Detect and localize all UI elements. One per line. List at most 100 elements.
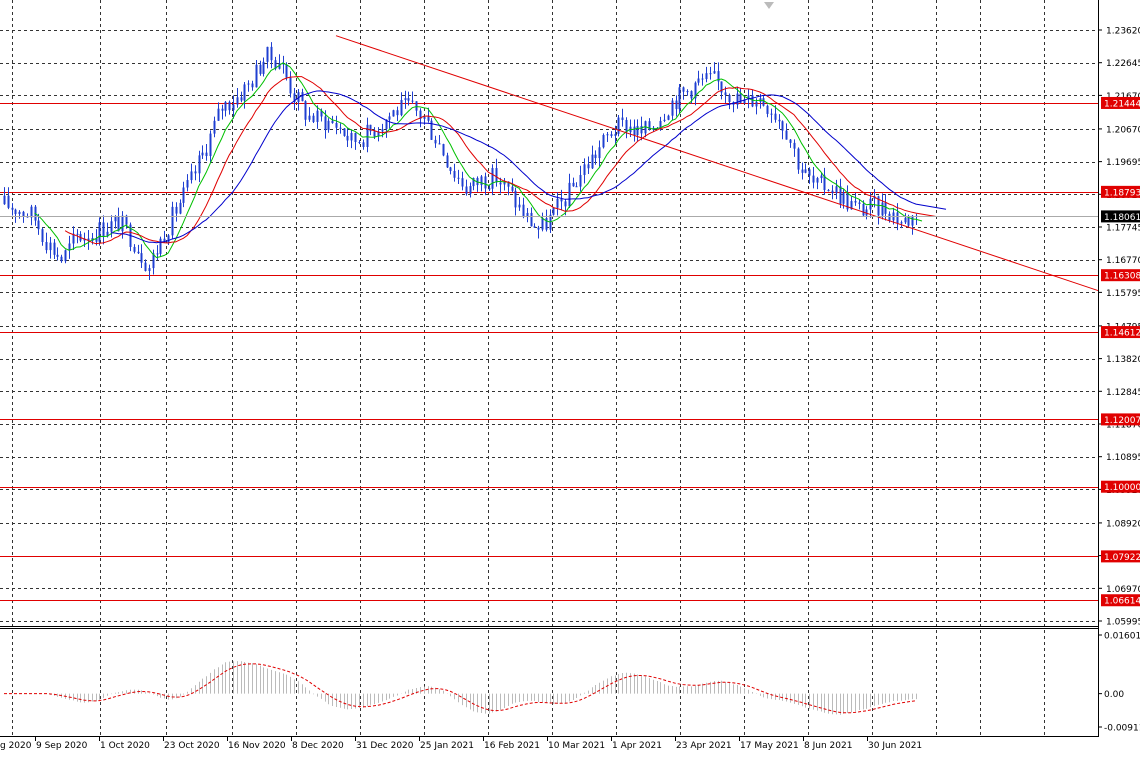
candle-body	[159, 238, 162, 254]
candle-body	[511, 186, 514, 191]
candle-body	[789, 139, 792, 143]
candle-body	[373, 131, 376, 137]
date-label: 23 Apr 2021	[676, 741, 732, 751]
candle-body	[3, 195, 6, 205]
candle-body	[766, 105, 769, 114]
candle-body	[808, 169, 811, 176]
candle-body	[22, 211, 25, 217]
moving-average-line	[64, 76, 937, 245]
candle-body	[801, 169, 804, 173]
candle-body	[785, 130, 788, 140]
candle-body	[156, 253, 159, 255]
candle-body	[255, 64, 258, 88]
candle-body	[14, 209, 17, 215]
candle-body	[72, 233, 75, 244]
candle-body	[442, 144, 445, 156]
candle-body	[694, 82, 697, 99]
candle-body	[568, 182, 571, 207]
candle-body	[400, 99, 403, 116]
candle-body	[747, 95, 750, 100]
candle-body	[198, 155, 201, 174]
level-badge	[1101, 185, 1140, 198]
date-label: 23 Oct 2020	[164, 741, 220, 751]
candle-body	[76, 233, 79, 235]
candle-body	[446, 155, 449, 168]
candle-body	[346, 135, 349, 141]
candle-body	[484, 176, 487, 189]
candle-body	[312, 115, 315, 122]
candle-body	[343, 128, 346, 136]
candle-body	[30, 206, 33, 218]
candle-body	[736, 93, 739, 105]
candle-body	[476, 177, 479, 186]
candle-body	[262, 61, 265, 74]
candle-body	[556, 198, 559, 208]
candle-body	[117, 216, 120, 232]
candle-body	[728, 94, 731, 103]
oscillator-signal-line	[4, 663, 917, 714]
candle-body	[839, 186, 842, 204]
candle-body	[503, 181, 506, 185]
date-label: 1 Apr 2021	[612, 741, 662, 751]
price-tick-label: 1.08920	[1106, 519, 1140, 529]
level-badge-label: 1.16308	[1104, 272, 1140, 282]
candle-body	[671, 100, 674, 116]
candle-body	[579, 174, 582, 187]
candle-body	[190, 171, 193, 181]
candle-body	[514, 190, 517, 208]
candle-body	[121, 215, 124, 232]
candle-body	[625, 119, 628, 133]
date-label: 10 Mar 2021	[548, 741, 605, 751]
candle-body	[518, 204, 521, 208]
candle-body	[186, 180, 189, 188]
level-badge	[1101, 326, 1140, 339]
candle-body	[350, 132, 353, 141]
level-badge	[1101, 550, 1140, 563]
candle-body	[434, 139, 437, 144]
candle-body	[320, 110, 323, 117]
level-badge-label: 1.10000	[1104, 483, 1140, 493]
candle-body	[213, 120, 216, 134]
level-badge-label: 1.21444	[1104, 99, 1140, 109]
candle-body	[407, 98, 410, 101]
candle-body	[278, 63, 281, 69]
candle-body	[236, 97, 239, 105]
candle-body	[884, 202, 887, 214]
candle-body	[232, 104, 235, 111]
candle-body	[530, 212, 533, 227]
level-badge	[1101, 594, 1140, 607]
candle-body	[778, 119, 781, 122]
candle-body	[804, 169, 807, 173]
candle-body	[152, 253, 155, 269]
candle-body	[419, 110, 422, 119]
chart-shift-marker-icon	[764, 2, 774, 9]
candle-body	[617, 117, 620, 134]
grid	[0, 0, 1098, 736]
candle-body	[823, 175, 826, 191]
candle-body	[270, 46, 273, 61]
level-badges: 1.21444 1.18793 1.16308 1.14612 1.12007 1.100…	[1101, 96, 1140, 607]
candle-body	[377, 131, 380, 137]
level-badge-label: 1.07922	[1104, 553, 1140, 563]
candle-body	[304, 101, 307, 120]
moving-average-line	[34, 62, 923, 259]
price-tick-label: 1.16770	[1106, 256, 1140, 266]
candle-body	[697, 78, 700, 83]
candle-body	[285, 64, 288, 78]
candle-body	[610, 134, 613, 136]
candle-body	[362, 142, 365, 147]
price-tick-label: 1.10895	[1106, 453, 1140, 463]
candle-body	[37, 220, 40, 230]
level-badge	[1101, 413, 1140, 426]
candle-body	[110, 221, 113, 232]
candle-body	[522, 204, 525, 218]
candle-body	[171, 206, 174, 236]
candle-body	[56, 254, 59, 257]
candle-body	[274, 60, 277, 69]
level-badge-label: 1.06614	[1104, 597, 1140, 607]
candle-body	[572, 182, 575, 187]
candle-body	[713, 71, 716, 74]
date-label: 8 Dec 2020	[292, 741, 344, 751]
date-label: 25 Jan 2021	[420, 741, 474, 751]
candle-body	[701, 78, 704, 80]
